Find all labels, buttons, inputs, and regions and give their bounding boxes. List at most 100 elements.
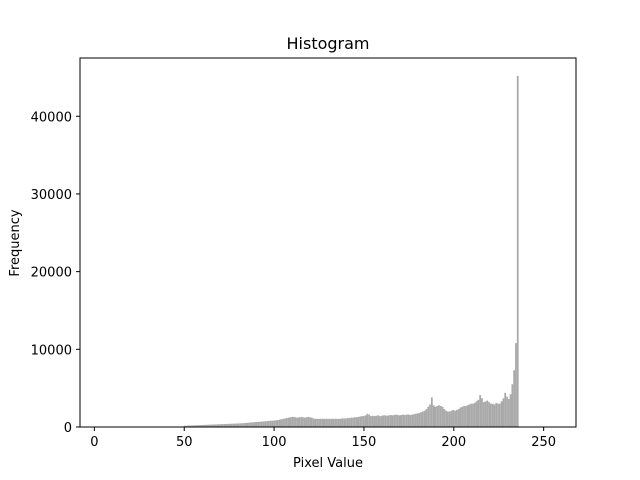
histogram-bar <box>402 414 405 427</box>
histogram-bar <box>217 424 220 427</box>
histogram-bar <box>482 402 485 427</box>
y-tick-label: 0 <box>64 421 72 436</box>
histogram-bar <box>203 424 206 427</box>
plot-frame <box>79 57 577 428</box>
y-tick-label: 40000 <box>31 110 72 125</box>
histogram-bar <box>352 417 354 427</box>
histogram-bar <box>386 415 388 427</box>
histogram-bar <box>509 394 512 427</box>
histogram-bar <box>414 413 417 427</box>
histogram-bar <box>472 403 474 427</box>
histogram-bar <box>497 403 499 427</box>
histogram-bar <box>350 417 353 427</box>
histogram-bar <box>257 421 260 427</box>
histogram-bar <box>364 415 367 427</box>
histogram-bar <box>210 424 213 427</box>
histogram-bar <box>260 421 263 427</box>
histogram-bar <box>201 424 204 427</box>
histogram-bar <box>443 409 446 427</box>
histogram-bar <box>241 423 243 427</box>
histogram-bar <box>302 417 304 427</box>
y-axis-label: Frequency <box>8 209 23 276</box>
histogram-bar <box>371 415 374 427</box>
histogram-bar <box>310 417 313 427</box>
histogram-bar <box>191 425 193 427</box>
histogram-bar <box>427 406 430 427</box>
histogram-bar <box>384 415 387 427</box>
histogram-bar <box>255 422 258 427</box>
histogram-bar <box>457 409 460 427</box>
histogram-bar <box>389 414 392 427</box>
histogram-bar <box>341 418 344 427</box>
histogram-bar <box>466 405 469 427</box>
histogram-bar <box>325 418 328 427</box>
histogram-bar <box>198 425 200 427</box>
histogram-bar <box>500 401 503 427</box>
histogram-bar <box>212 424 215 427</box>
histogram-bar <box>409 414 412 427</box>
histogram-bar <box>207 424 209 427</box>
histogram-bar <box>463 406 465 427</box>
histogram-bar <box>368 414 371 427</box>
histogram-bar <box>316 418 319 427</box>
x-tick-label: 250 <box>531 435 556 450</box>
histogram-bar <box>477 399 480 427</box>
histogram-bar <box>498 403 501 427</box>
histogram-bar <box>434 406 437 427</box>
histogram-bar <box>312 418 315 427</box>
histogram-bar <box>230 423 233 427</box>
y-tick-label: 30000 <box>31 188 72 203</box>
x-axis-ticks: 0 50 100 150 200 250 <box>90 427 556 450</box>
histogram-bar <box>214 424 217 427</box>
x-tick-label: 150 <box>352 435 377 450</box>
histogram-bar <box>334 418 337 427</box>
histogram-bar <box>479 395 482 427</box>
histogram-bar <box>285 418 288 427</box>
x-tick-label: 50 <box>176 435 193 450</box>
histogram-bar <box>234 423 236 427</box>
histogram-bar <box>450 410 453 427</box>
histogram-bar <box>379 416 381 427</box>
histogram-bar <box>319 418 322 427</box>
y-tick-label: 10000 <box>31 343 72 358</box>
x-tick-label: 100 <box>262 435 287 450</box>
histogram-bar <box>370 416 372 427</box>
histogram-bar <box>436 406 439 427</box>
histogram-bar <box>511 384 514 427</box>
histogram-bar <box>235 423 238 427</box>
histogram-bar <box>373 416 376 427</box>
histogram-bar <box>219 424 222 427</box>
histogram-bar <box>189 425 192 427</box>
histogram-bar <box>237 423 240 427</box>
histogram-bar <box>300 416 303 427</box>
histogram-bar <box>321 418 324 427</box>
histogram-bars <box>183 75 519 428</box>
histogram-bar <box>489 403 492 427</box>
histogram-bar <box>407 414 410 427</box>
histogram-bar <box>439 406 442 427</box>
histogram-bar <box>423 410 426 427</box>
histogram-bar <box>513 370 516 427</box>
histogram-bar <box>194 425 197 427</box>
histogram-bar <box>183 425 186 427</box>
histogram-bar <box>327 418 329 427</box>
histogram-bar <box>332 418 335 427</box>
histogram-bar <box>296 417 299 427</box>
histogram-bar <box>420 412 422 427</box>
histogram-bar <box>239 423 242 427</box>
histogram-bar <box>266 421 269 427</box>
histogram-bar <box>430 397 433 427</box>
histogram-bar <box>481 398 483 427</box>
histogram-bar <box>362 416 365 427</box>
histogram-bar <box>413 414 415 427</box>
x-axis-label: Pixel Value <box>293 456 363 471</box>
histogram-bar <box>278 419 281 427</box>
histogram-bar <box>242 423 245 427</box>
histogram-bar <box>448 411 451 427</box>
histogram-bar <box>268 420 270 427</box>
histogram-bar <box>262 421 265 427</box>
histogram-bar <box>488 402 490 427</box>
histogram-bar <box>208 424 211 427</box>
histogram-bar <box>359 416 362 427</box>
